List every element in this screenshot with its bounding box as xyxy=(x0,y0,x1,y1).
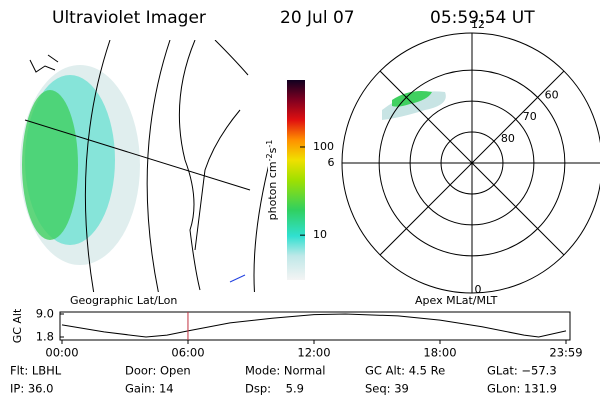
colorbar-tick-label: 10 xyxy=(313,228,327,241)
info-field: Door: Open xyxy=(125,364,191,378)
altitude-line xyxy=(62,314,566,337)
y-tick-label: 1.8 xyxy=(36,330,54,344)
x-tick-label: 18:00 xyxy=(423,346,456,360)
lat-label: 60 xyxy=(545,88,559,101)
lat-label: 70 xyxy=(523,110,537,123)
lat-label: 80 xyxy=(501,132,515,145)
x-tick-label: 23:59 xyxy=(549,346,582,360)
info-field: Dsp: 5.9 xyxy=(245,382,304,396)
date: 20 Jul 07 xyxy=(280,8,355,28)
label-sup: -2 xyxy=(265,153,274,161)
info-field: Mode: Normal xyxy=(245,364,325,378)
y-axis-label: GC Alt xyxy=(11,308,24,343)
label-sup: -1 xyxy=(265,140,274,148)
y-tick-label: 9.0 xyxy=(36,307,54,321)
label-text: photon cm xyxy=(266,161,279,220)
info-field: GLat: −57.3 xyxy=(487,364,557,378)
colorbar-label: photon cm-2s-1 xyxy=(265,140,280,221)
mlt-label: 6 xyxy=(328,156,335,169)
info-field: GC Alt: 4.5 Re xyxy=(365,364,445,378)
x-tick-label: 00:00 xyxy=(45,346,78,360)
x-tick-label: 12:00 xyxy=(297,346,330,360)
mlt-label: 12 xyxy=(471,18,485,31)
info-field: Seq: 39 xyxy=(365,382,409,396)
info-field: Gain: 14 xyxy=(125,382,174,396)
panel-title: Geographic Lat/Lon xyxy=(70,294,177,307)
x-tick-label: 06:00 xyxy=(171,346,204,360)
colorbar xyxy=(287,80,305,280)
colorbar-tick-label: 100 xyxy=(313,140,334,153)
info-field: Flt: LBHL xyxy=(10,364,62,378)
geographic-image xyxy=(20,40,270,300)
panel-title: Apex MLat/MLT xyxy=(415,294,498,307)
info-field: GLon: 131.9 xyxy=(487,382,557,396)
polar-plot: 807060126018 xyxy=(328,18,600,296)
title: Ultraviolet Imager xyxy=(52,8,206,28)
info-field: IP: 36.0 xyxy=(10,382,53,396)
